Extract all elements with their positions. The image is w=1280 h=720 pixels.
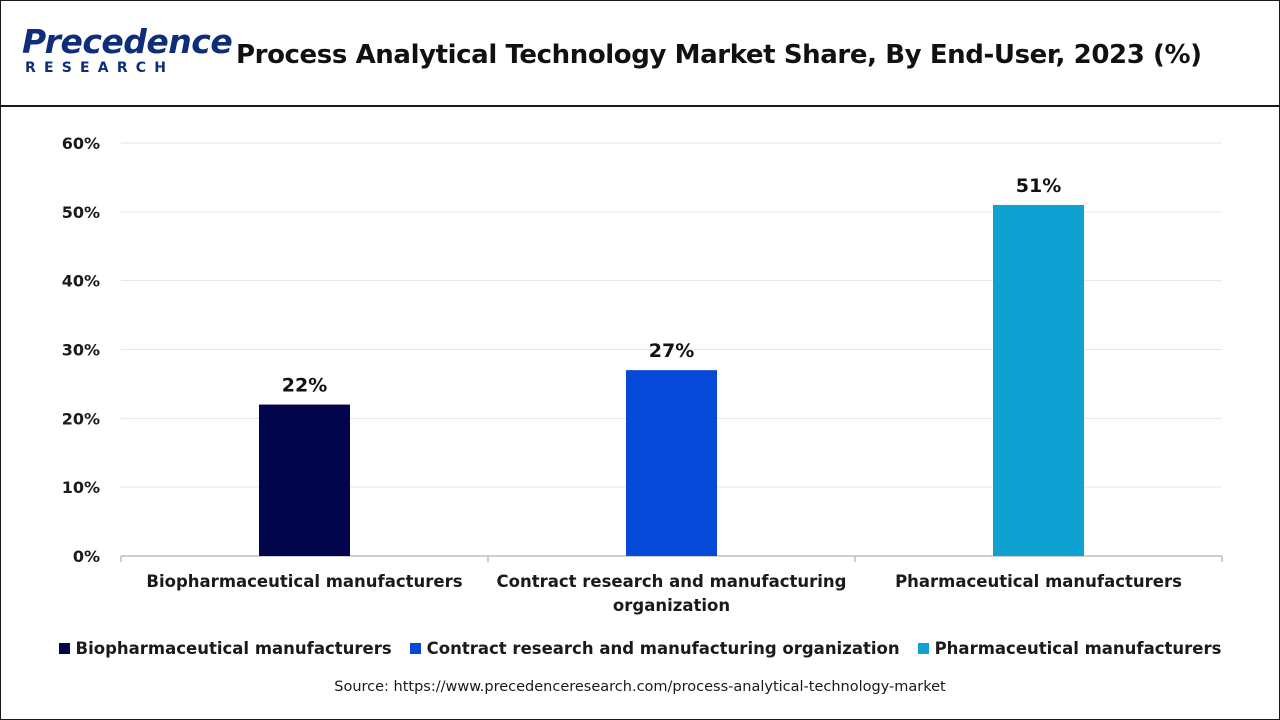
legend-swatch — [409, 642, 421, 654]
x-tick-label: Biopharmaceutical manufacturers — [146, 572, 462, 591]
bar — [259, 404, 350, 556]
chart-legend: Biopharmaceutical manufacturers Contract … — [0, 636, 1280, 660]
legend-swatch — [58, 642, 70, 654]
legend-item: Contract research and manufacturing orga… — [409, 638, 900, 658]
bar-chart: 0% 10% 20% 30% 40% 50% 60% 22% Biopharmaceutical… — [62, 134, 1223, 615]
source-note: Source: https://www.precedenceresearch.c… — [334, 679, 946, 695]
data-label: 51% — [1016, 175, 1061, 197]
y-tick-label: 50% — [62, 203, 100, 222]
legend-item: Biopharmaceutical manufacturers — [58, 638, 392, 658]
brand-logo: Precedence RESEARCH — [22, 24, 233, 84]
y-tick-label: 10% — [62, 478, 100, 497]
y-tick-label: 0% — [73, 547, 100, 566]
brand-name: Precedence — [22, 22, 233, 61]
x-tick-label: organization — [613, 596, 730, 615]
bar — [626, 370, 717, 556]
y-tick-label: 20% — [62, 409, 100, 428]
header: Precedence RESEARCH Process Analytical T… — [0, 0, 1280, 107]
legend-label: Biopharmaceutical manufacturers — [75, 638, 392, 658]
bar — [993, 204, 1084, 556]
chart-title: Process Analytical Technology Market Sha… — [236, 40, 1202, 70]
y-tick-label: 60% — [62, 134, 100, 153]
legend-item: Pharmaceutical manufacturers — [917, 638, 1222, 658]
legend-label: Pharmaceutical manufacturers — [934, 638, 1222, 658]
x-tick-label: Pharmaceutical manufacturers — [895, 572, 1182, 591]
legend-swatch — [917, 642, 929, 654]
data-label: 27% — [649, 340, 694, 362]
data-label: 22% — [282, 375, 327, 397]
y-tick-label: 30% — [62, 341, 100, 360]
brand-sub: RESEARCH — [25, 60, 175, 76]
x-tick-label: Contract research and manufacturing — [497, 572, 847, 591]
legend-label: Contract research and manufacturing orga… — [426, 638, 900, 658]
y-tick-label: 40% — [62, 272, 100, 291]
